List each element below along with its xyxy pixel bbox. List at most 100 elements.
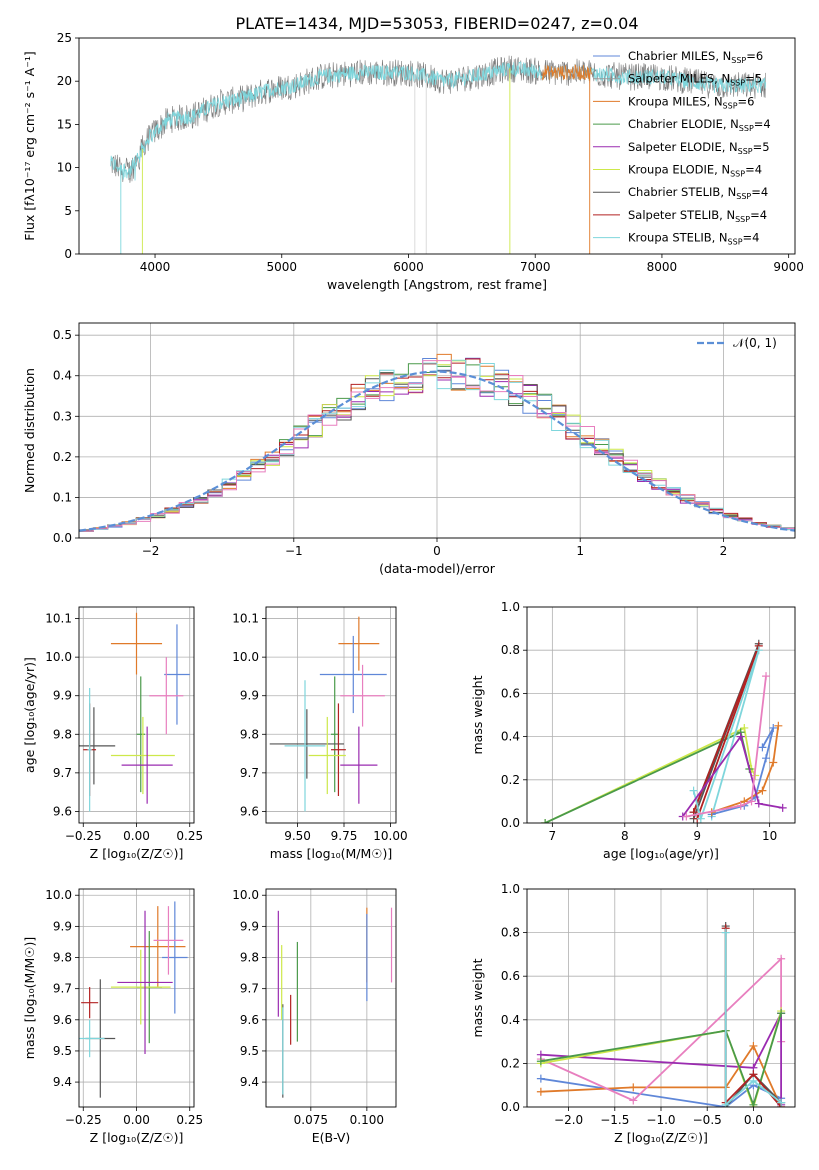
- y-tick-label: 0.3: [53, 409, 72, 423]
- x-tick-label: 2: [720, 544, 728, 558]
- residual-hist-step: [79, 360, 795, 532]
- x-tick-label: 0: [433, 544, 441, 558]
- y-tick-label: 9.8: [240, 951, 259, 965]
- x-tick-label: −1.0: [646, 1113, 675, 1127]
- z_age-ylabel: age [log₁₀(age/yr)]: [22, 657, 37, 773]
- legend-entry: Salpeter STELIB, NSSP=4: [628, 208, 767, 224]
- y-tick-label: 0.0: [501, 816, 520, 830]
- y-tick-label: 9.8: [53, 727, 72, 741]
- y-tick-label: 0.6: [501, 686, 520, 700]
- y-tick-label: 10.0: [232, 650, 259, 664]
- x-tick-label: 8: [621, 829, 629, 843]
- weight-marker: [777, 1098, 786, 1107]
- x-tick-label: 9.75: [331, 829, 358, 843]
- weight-marker: [749, 1100, 758, 1107]
- y-tick-label: 0.1: [53, 490, 72, 504]
- y-tick-label: 10: [57, 161, 72, 175]
- x-tick-label: 7000: [520, 260, 551, 274]
- figure-title: PLATE=1434, MJD=53053, FIBERID=0247, z=0…: [235, 14, 638, 33]
- ebv_mass-xlabel: E(B-V): [312, 1130, 351, 1145]
- weight-marker: [754, 799, 763, 808]
- y-tick-label: 9.6: [53, 1013, 72, 1027]
- errorbar-point: [79, 707, 116, 785]
- x-tick-label: 9000: [773, 260, 804, 274]
- y-tick-label: 0.0: [501, 1100, 520, 1114]
- errorbar-point: [110, 949, 171, 1025]
- weight-marker: [541, 819, 550, 823]
- age_weight-axes: 7 8 9 10 0.0 0.2 0.4 0.6 0.8 1.0: [501, 600, 795, 843]
- weight-series-line: [540, 1013, 782, 1107]
- x-tick-label: 6000: [393, 260, 424, 274]
- weight-marker: [736, 732, 745, 741]
- mass_age-axes: 9.50 9.75 10.00 9.6 9.7 9.8 9.9 10.0 10.1: [232, 607, 408, 843]
- y-tick-label: 9.6: [240, 1013, 259, 1027]
- y-tick-label: 9.9: [240, 689, 259, 703]
- residual-histograms: [79, 353, 795, 532]
- weight-marker: [749, 1076, 758, 1085]
- errorbar-point: [162, 901, 188, 1014]
- errorbar-point: [269, 709, 344, 779]
- spectrum-axes: 4000 5000 6000 7000 8000 9000 0 5 10 15 20 25: [57, 31, 804, 274]
- z_weight-lines: [536, 922, 786, 1107]
- y-tick-label: 9.5: [240, 1044, 259, 1058]
- errorbar-point: [117, 910, 173, 1055]
- y-tick-label: 0.2: [501, 1056, 520, 1070]
- y-tick-label: 9.4: [240, 1075, 259, 1089]
- residuals-xlabel: (data-model)/error: [379, 561, 496, 576]
- z_mass-frame: [78, 888, 195, 1108]
- weight-series-line: [540, 956, 782, 1102]
- weight-marker: [777, 1009, 786, 1018]
- weight-marker: [777, 954, 786, 963]
- weight-marker: [736, 801, 745, 810]
- errorbar-point: [110, 716, 175, 795]
- legend-entry: Chabrier ELODIE, NSSP=4: [628, 117, 771, 133]
- ebv_mass-axes: 0.075 0.100 9.4 9.5 9.6 9.7 9.8 9.9 10.0: [232, 888, 396, 1127]
- weight-marker: [754, 646, 763, 655]
- age_weight-xlabel: age [log₁₀(age/yr)]: [603, 846, 719, 861]
- z_weight-ylabel: mass weight: [470, 958, 485, 1037]
- x-tick-label: −0.25: [65, 1113, 102, 1127]
- errorbar-point: [319, 635, 387, 714]
- weight-marker: [721, 1100, 730, 1107]
- y-tick-label: 0.2: [53, 450, 72, 464]
- x-tick-label: 0.25: [176, 829, 203, 843]
- spectrum-legend: Chabrier MILES, NSSP=6 Salpeter MILES, NS…: [593, 49, 771, 247]
- weight-series-line: [692, 649, 760, 822]
- y-tick-label: 9.6: [53, 804, 72, 818]
- weight-marker: [629, 1083, 638, 1092]
- residuals-ylabel: Normed distribution: [22, 368, 37, 493]
- weight-marker: [758, 786, 767, 795]
- y-tick-label: 9.9: [53, 919, 72, 933]
- mass_age-xlabel: mass [log₁₀(M/M☉)]: [270, 846, 392, 861]
- errorbar-point: [331, 676, 339, 793]
- y-tick-label: 0: [64, 247, 72, 261]
- weight-marker: [769, 723, 778, 732]
- weight-marker: [769, 758, 778, 767]
- ebv_mass-errorbars: [277, 907, 393, 1098]
- weight-series-line: [711, 727, 775, 816]
- errorbar-point: [340, 726, 378, 804]
- weight-marker: [536, 1074, 545, 1083]
- weight-series-line: [544, 726, 756, 823]
- age_weight-lines: [541, 639, 787, 823]
- plot-layer: 4000 5000 6000 7000 8000 90000510152025wavele…: [22, 31, 804, 1145]
- x-tick-label: −1: [285, 544, 303, 558]
- spectrum-frame: [78, 37, 796, 255]
- y-tick-label: 10.0: [232, 888, 259, 902]
- errorbar-point: [308, 716, 346, 795]
- z_age-xlabel: Z [log₁₀(Z/Z☉)]: [90, 846, 184, 861]
- y-tick-label: 10.0: [45, 650, 72, 664]
- weight-marker: [689, 786, 698, 795]
- spectrum-series: [110, 55, 766, 254]
- z_weight-axes: −2.0 −1.5 −1.0 −0.5 0.0 0.0 0.2 0.4 0.6 0.8 1.0: [501, 882, 795, 1127]
- x-tick-label: 9: [693, 829, 701, 843]
- hist-legend: 𝒩(0, 1): [697, 336, 777, 350]
- weight-marker: [740, 723, 749, 732]
- z_weight-xlabel: Z [log₁₀(Z/Z☉)]: [614, 1130, 708, 1145]
- weight-series-line: [540, 1012, 782, 1105]
- y-tick-label: 9.9: [240, 919, 259, 933]
- y-tick-label: 0.8: [501, 926, 520, 940]
- y-tick-label: 0.4: [501, 730, 520, 744]
- residuals-frame: [78, 322, 796, 539]
- y-tick-label: 9.7: [240, 982, 259, 996]
